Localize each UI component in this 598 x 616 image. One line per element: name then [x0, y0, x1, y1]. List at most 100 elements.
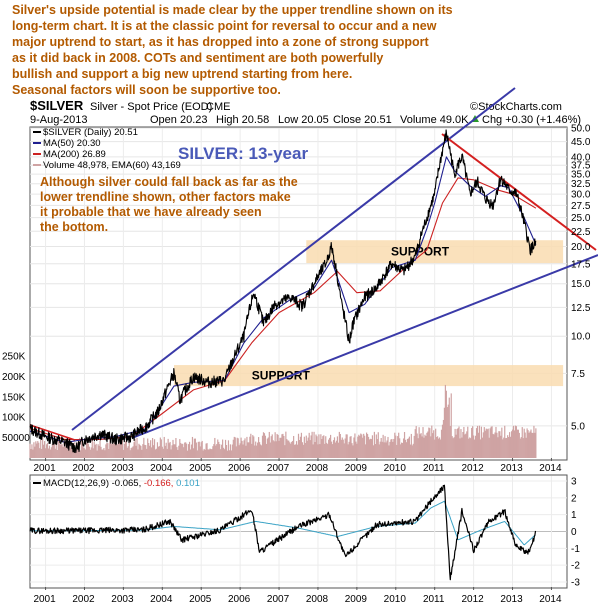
x-tick-label: 2012 — [461, 463, 484, 474]
legend-entry: MA(200) 26.89 — [43, 149, 106, 160]
x-tick-label: 2004 — [150, 463, 173, 474]
price-tick-label: 10.0 — [571, 332, 591, 343]
x-tick-label: 2001 — [33, 594, 56, 605]
price-tick-label: 27.5 — [571, 201, 591, 212]
volume-tick-label: 250K — [2, 352, 26, 363]
price-tick-label: 17.5 — [571, 259, 591, 270]
price-tick-label: 30.0 — [571, 190, 591, 201]
price-tick-label: 20.0 — [571, 242, 591, 253]
price-tick-label: 45.0 — [571, 137, 591, 148]
downtrend-line — [441, 133, 597, 251]
price-tick-label: 22.5 — [571, 227, 591, 238]
open-value: Open 20.23 — [150, 114, 208, 126]
volume-value: Volume 49.0K — [400, 114, 469, 126]
price-tick-label: 40.0 — [571, 152, 591, 163]
x-tick-label: 2007 — [267, 463, 290, 474]
price-tick-label: 12.5 — [571, 303, 591, 314]
volume-tick-label: 100K — [2, 413, 26, 424]
price-tick-label: 15.0 — [571, 279, 591, 290]
support-label: SUPPORT — [391, 245, 450, 259]
upper-trendline — [71, 87, 516, 431]
macd-axis-ticks: 3 2 1 0 -1 -2 -3 — [571, 477, 580, 589]
x-tick-label: 2013 — [500, 594, 523, 605]
x-tick-label: 2010 — [384, 463, 407, 474]
date: 9-Aug-2013 — [30, 114, 88, 126]
x-tick-label: 2002 — [72, 594, 95, 605]
chart-title: SILVER: 13-year — [178, 144, 308, 163]
annotation-line: lower trendline shown, other factors mak… — [40, 190, 291, 204]
macd-tick-label: 0 — [571, 527, 577, 538]
volume-tick-label: 150K — [2, 392, 26, 403]
price-tick-label: 25.0 — [571, 213, 591, 224]
macd-legend-label: MACD(12,26,9) -0.065, — [43, 478, 144, 489]
x-tick-label: 2005 — [189, 594, 212, 605]
macd-line — [29, 484, 537, 581]
change-value: Chg +0.30 (+1.46%) — [482, 114, 581, 126]
x-axis-top: 2001 2002 2003 2004 2005 2006 2007 2008 2009 2010… — [33, 458, 562, 474]
x-tick-label: 2011 — [423, 594, 445, 605]
macd-series — [29, 484, 537, 581]
price-panel: SUPPORT SUPPORT 50.0 45.0 40.037.535.032.53… — [2, 87, 598, 461]
x-tick-label: 2009 — [345, 463, 368, 474]
commentary-line: long-term chart. It is at the classic po… — [12, 19, 437, 33]
x-tick-label: 2008 — [306, 463, 329, 474]
commentary-line: Silver's upside potential is made clear … — [12, 3, 453, 17]
macd-tick-label: 3 — [571, 477, 577, 488]
price-line — [29, 129, 537, 454]
legend-entry: $SILVER (Daily) 20.51 — [43, 127, 138, 138]
price-gridlines — [30, 127, 567, 458]
x-tick-label: 2011 — [423, 463, 445, 474]
annotation-line: Although silver could fall back as far a… — [40, 175, 298, 189]
commentary-line: Seasonal factors will soon be supportive… — [12, 83, 281, 97]
macd-legend-signal: -0.166, — [144, 478, 176, 489]
macd-legend-entry: MACD(12,26,9) -0.065, -0.166, 0.101 — [43, 478, 200, 489]
macd-legend: MACD(12,26,9) -0.065, -0.166, 0.101 — [33, 478, 200, 489]
volume-tick-label: 50000 — [2, 433, 30, 444]
x-tick-label: 2010 — [384, 594, 407, 605]
support-zones: SUPPORT SUPPORT — [173, 240, 564, 387]
x-tick-label: 2004 — [150, 594, 173, 605]
x-tick-label: 2002 — [72, 463, 95, 474]
x-tick-label: 2007 — [267, 594, 290, 605]
price-series — [29, 129, 537, 454]
lower-trendline — [131, 254, 598, 439]
chart-header: $SILVER Silver - Spot Price (EOD) CME ©S… — [30, 98, 581, 126]
price-tick-label: 37.5 — [571, 161, 591, 172]
support-label: SUPPORT — [252, 369, 311, 383]
macd-tick-label: 2 — [571, 493, 577, 504]
price-tick-label: 5.0 — [571, 421, 585, 432]
support-zone — [173, 365, 564, 387]
legend-entry: MA(50) 20.30 — [43, 138, 101, 149]
macd-panel: 3 2 1 0 -1 -2 -3 MACD(12,26,9) -0.065, -0.166,… — [29, 474, 580, 589]
x-tick-label: 2009 — [345, 594, 368, 605]
x-tick-label: 2008 — [306, 594, 329, 605]
close-value: Close 20.51 — [333, 114, 392, 126]
commentary-line: bullish and support a big new uptrend st… — [12, 67, 352, 81]
support-zone — [306, 240, 564, 264]
volume-tick-label: 200K — [2, 372, 26, 383]
price-tick-label: 35.0 — [571, 170, 591, 181]
macd-tick-label: 1 — [571, 510, 577, 521]
volume-axis-ticks: 250K 200K 150K 100K 50000 — [2, 352, 30, 445]
x-tick-label: 2012 — [461, 594, 484, 605]
x-tick-label: 2006 — [228, 463, 251, 474]
x-tick-label: 2005 — [189, 463, 212, 474]
x-tick-label: 2013 — [500, 463, 523, 474]
price-tick-label: 7.5 — [571, 369, 585, 380]
early-downtrend-line — [29, 424, 76, 441]
low-value: Low 20.05 — [278, 114, 329, 126]
x-tick-label: 2003 — [111, 594, 134, 605]
macd-tick-label: -2 — [571, 561, 580, 572]
legend-entry: Volume 48,978, EMA(60) 43,169 — [43, 160, 181, 171]
macd-gridlines — [30, 476, 567, 587]
macd-tick-label: -3 — [571, 577, 580, 588]
exchange: CME — [206, 101, 230, 113]
x-axis-bottom: 2001 2002 2003 2004 2005 2006 2007 2008 2009 2010… — [33, 587, 562, 605]
price-tick-label: 50.0 — [571, 124, 591, 135]
x-tick-label: 2006 — [228, 594, 251, 605]
macd-legend-histogram: 0.101 — [176, 478, 200, 489]
trendlines — [29, 87, 598, 441]
symbol: $SILVER — [30, 98, 84, 113]
commentary-line: major uptrend to start, as it has droppe… — [12, 35, 430, 49]
